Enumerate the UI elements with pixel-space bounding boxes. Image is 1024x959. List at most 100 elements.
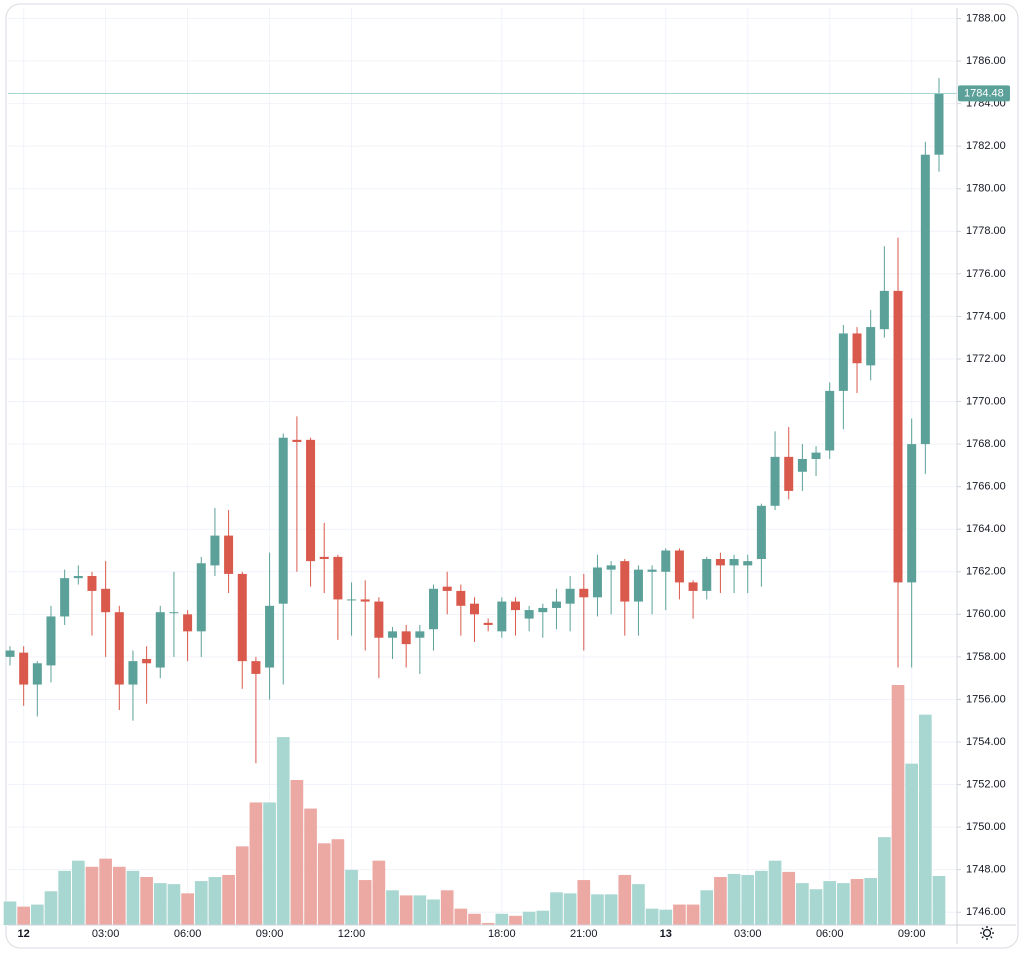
volume-bar [481, 922, 495, 925]
y-tick-label: 1760.00 [966, 608, 1006, 620]
volume-bar [181, 893, 194, 925]
y-tick-label: 1754.00 [966, 736, 1006, 748]
y-tick-label: 1788.00 [966, 12, 1006, 24]
x-tick-label: 03:00 [734, 928, 762, 940]
candle-body [401, 631, 411, 645]
y-tick-label: 1768.00 [966, 438, 1006, 450]
volume-bar [440, 890, 454, 925]
candle-body [278, 437, 288, 604]
volume-bar [837, 883, 850, 925]
x-tick-label: 09:00 [898, 928, 926, 940]
candle-body [770, 456, 780, 506]
candle-body [784, 456, 794, 491]
x-tick-label: 03:00 [92, 928, 120, 940]
candle-layer [5, 78, 957, 764]
volume-bar [809, 889, 823, 925]
candle-body [388, 631, 398, 638]
volume-bar [632, 884, 645, 925]
candle-body [538, 607, 548, 613]
volume-bar [30, 904, 44, 925]
candle-body [19, 652, 29, 685]
y-tick-label: 1772.00 [966, 353, 1006, 365]
y-tick-label: 1748.00 [966, 864, 1006, 876]
volume-bar [550, 892, 563, 925]
x-tick-label: 18:00 [488, 928, 516, 940]
candle-body [592, 567, 602, 598]
y-tick-label: 1778.00 [966, 225, 1006, 237]
x-tick-label: 06:00 [174, 928, 202, 940]
volume-bar [399, 895, 413, 925]
candle-body [196, 563, 206, 632]
volume-bar [386, 890, 399, 925]
volume-bar [208, 877, 222, 925]
volume-bar [796, 883, 809, 925]
candle-body [360, 599, 370, 602]
candle-body [702, 559, 712, 591]
y-tick-label: 1776.00 [966, 268, 1006, 280]
x-tick-label: 21:00 [570, 928, 598, 940]
y-tick-label: 1750.00 [966, 821, 1006, 833]
candle-body [155, 612, 165, 668]
volume-bar [249, 802, 263, 925]
candle-body [674, 550, 684, 583]
candle-body [114, 612, 124, 685]
volume-bar [659, 909, 673, 925]
candle-body [470, 603, 479, 615]
volume-bar [85, 866, 99, 925]
volume-bar [358, 880, 372, 925]
volume-bar [71, 860, 85, 925]
volume-bar [864, 878, 878, 925]
volume-bar [304, 808, 317, 925]
candle-body [838, 333, 848, 391]
volume-bar [919, 714, 932, 925]
last-price-tag [958, 85, 1010, 102]
candle-body [893, 290, 903, 583]
volume-bar [591, 894, 604, 925]
volume-bar [891, 685, 905, 925]
label-layer: 1746.00 1748.00 1750.00 1752.00 1754.00 1756.… [18, 12, 1010, 940]
volume-bar [468, 913, 481, 925]
y-tick-label: 1752.00 [966, 778, 1006, 790]
volume-bar [3, 901, 17, 925]
volume-bar [372, 860, 386, 925]
volume-bar [604, 894, 618, 925]
volume-bar [700, 890, 714, 925]
candle-body [46, 616, 56, 666]
volume-bar [126, 870, 140, 925]
candle-body [319, 556, 329, 559]
volume-bar [755, 870, 768, 925]
volume-bar [577, 880, 591, 925]
volume-bar [686, 904, 700, 925]
candle-body [73, 576, 83, 579]
volume-bar [153, 883, 167, 925]
volume-bar [58, 870, 71, 925]
volume-layer [3, 685, 946, 925]
candle-body [565, 588, 575, 604]
x-tick-label: 12:00 [338, 928, 366, 940]
candle-body [60, 578, 70, 617]
volume-bar [495, 913, 509, 925]
candle-body [620, 561, 630, 602]
candle-body [265, 605, 275, 668]
candle-body [5, 650, 15, 657]
candle-body [415, 631, 425, 638]
settings-icon[interactable] [980, 926, 994, 940]
y-tick-label: 1770.00 [966, 395, 1006, 407]
candle-body [524, 610, 534, 619]
candle-body [483, 622, 493, 625]
candle-body [306, 439, 316, 562]
x-tick-label: 13 [660, 928, 672, 940]
y-tick-label: 1746.00 [966, 906, 1006, 918]
candle-body [797, 458, 807, 472]
volume-bar [905, 763, 919, 925]
volume-bar [850, 879, 864, 925]
candle-body [756, 505, 766, 559]
volume-bar [427, 899, 440, 925]
candle-body [729, 559, 739, 566]
volume-bar [741, 874, 755, 925]
card [5, 3, 1019, 949]
candle-body [852, 333, 862, 364]
last-price-label: 1784.48 [964, 87, 1004, 99]
